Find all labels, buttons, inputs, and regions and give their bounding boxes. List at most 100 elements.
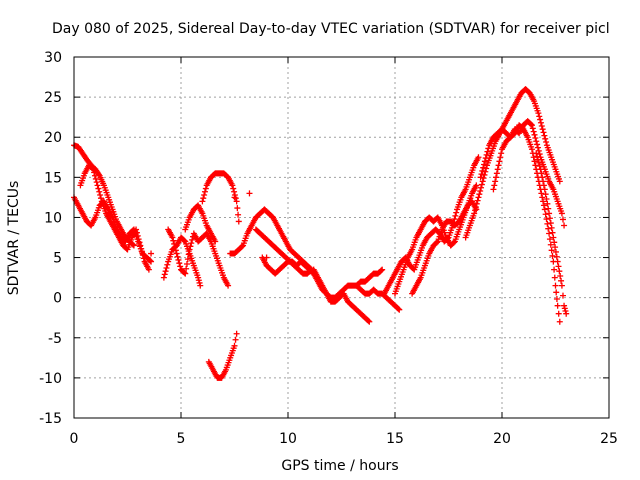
x-tick-label: 0	[70, 431, 79, 447]
x-tick-label: 15	[386, 431, 404, 447]
data-point-arc-20	[540, 182, 547, 189]
data-point-arc-15	[452, 212, 459, 219]
data-point-arc-8	[232, 336, 239, 343]
x-tick-label: 20	[493, 431, 511, 447]
data-point-arc-3	[136, 239, 143, 246]
data-point-arc-18	[534, 141, 541, 148]
data-point-arc-3	[95, 185, 102, 192]
data-point-arc-2	[147, 257, 154, 264]
data-point-arc-19	[490, 186, 497, 193]
x-tick-labels: 0 5 10 15 20 25	[70, 431, 618, 447]
data-point-arc-3	[91, 169, 98, 176]
data-point-arc-19	[492, 178, 499, 185]
data-point-arc-19	[532, 162, 539, 169]
data-point-arc-17	[476, 191, 483, 198]
data-point-arc-18	[529, 125, 536, 132]
data-point-arc-7	[234, 205, 241, 212]
data-point-arc-20	[554, 258, 561, 265]
data-point-arc-19	[540, 198, 547, 205]
data-point-arc-5	[183, 265, 190, 272]
data-point-arc-7	[201, 191, 208, 198]
data-point-arc-5	[181, 269, 188, 276]
data-point-arc-1	[130, 242, 137, 249]
x-tick-label: 10	[279, 431, 297, 447]
data-point-arc-19	[540, 202, 547, 209]
data-point-arc-20	[550, 234, 557, 241]
data-point-arc-6	[212, 238, 219, 245]
data-point-arc-20	[543, 195, 550, 202]
data-point-arc-8	[231, 342, 238, 349]
data-point-arc-19	[493, 170, 500, 177]
data-point-arc-5	[171, 240, 178, 247]
data-point-arc-20	[553, 253, 560, 260]
data-point-arc-3	[90, 166, 97, 173]
data-point-arc-3	[91, 172, 98, 179]
data-point-arc-11	[379, 266, 386, 273]
data-point-arc-3	[145, 266, 152, 273]
data-point-arc-5	[169, 234, 176, 241]
data-point-arc-5	[184, 256, 191, 263]
data-point-arc-18	[530, 128, 537, 135]
y-tick-label: -5	[48, 331, 62, 347]
data-point-arc-5	[188, 240, 195, 247]
data-point-arc-3	[140, 255, 147, 262]
data-point-arc-20	[555, 263, 562, 270]
data-point-arc-19	[496, 158, 503, 165]
x-axis-label: GPS time / hours	[281, 458, 398, 474]
data-point-arc-7	[232, 195, 239, 202]
data-point-arc-16	[473, 182, 480, 189]
data-point-arc-19	[549, 252, 556, 259]
data-point-arc-15	[451, 216, 458, 223]
data-point-arc-5	[186, 246, 193, 253]
y-tick-label: 0	[53, 291, 62, 307]
data-point-arc-19	[546, 230, 553, 237]
data-point-arc-5	[189, 236, 196, 243]
data-point-arc-11	[378, 267, 385, 274]
data-points	[71, 86, 570, 381]
data-point-arc-17	[474, 197, 481, 204]
data-point-arc-3	[133, 229, 140, 236]
data-point-arc-17	[471, 210, 478, 217]
data-point-arc-3	[134, 232, 141, 239]
data-point-arc-3	[94, 182, 101, 189]
data-point-arc-17	[478, 181, 485, 188]
data-point-arc-19	[497, 154, 504, 161]
data-point-arc-20	[559, 292, 566, 299]
data-point-arc-15	[444, 235, 451, 242]
data-point-arc-17	[472, 207, 479, 214]
data-point-arc-17	[480, 175, 487, 182]
data-point-arc-19	[495, 162, 502, 169]
data-point-arc-18	[531, 131, 538, 138]
data-point-arc-19	[554, 302, 561, 309]
data-point-arc-20	[556, 268, 563, 275]
x-tick-label: 5	[177, 431, 186, 447]
data-point-arc-17	[535, 110, 542, 117]
data-point-arc-17	[537, 116, 544, 123]
data-point-arc-3	[138, 245, 145, 252]
data-point-arc-18	[561, 222, 568, 229]
data-point-arc-17	[472, 204, 479, 211]
data-point-arc-3	[135, 236, 142, 243]
data-point-arc-18	[480, 164, 487, 171]
data-point-arc-17	[536, 113, 543, 120]
data-point-arc-20	[534, 153, 541, 160]
data-point-arc-3	[97, 191, 104, 198]
data-point-arc-7	[233, 198, 240, 205]
data-point-arc-19	[546, 236, 553, 243]
x-tick-label: 25	[600, 431, 618, 447]
data-point-arc-19	[551, 274, 558, 281]
data-point-arc-17	[478, 184, 485, 191]
data-point-arc-7	[230, 185, 237, 192]
plot-frame	[73, 56, 610, 419]
data-point-arc-4	[164, 261, 171, 268]
data-point-arc-20	[534, 156, 541, 163]
data-point-arc-17	[481, 171, 488, 178]
data-point-arc-20	[544, 200, 551, 207]
data-point-arc-18	[482, 155, 489, 162]
data-point-arc-20	[535, 159, 542, 166]
data-point-arc-9	[239, 243, 246, 250]
data-point-stray	[263, 254, 270, 261]
data-point-arc-19	[493, 174, 500, 181]
data-point-arc-5	[177, 263, 184, 270]
data-point-arc-19	[556, 318, 563, 325]
